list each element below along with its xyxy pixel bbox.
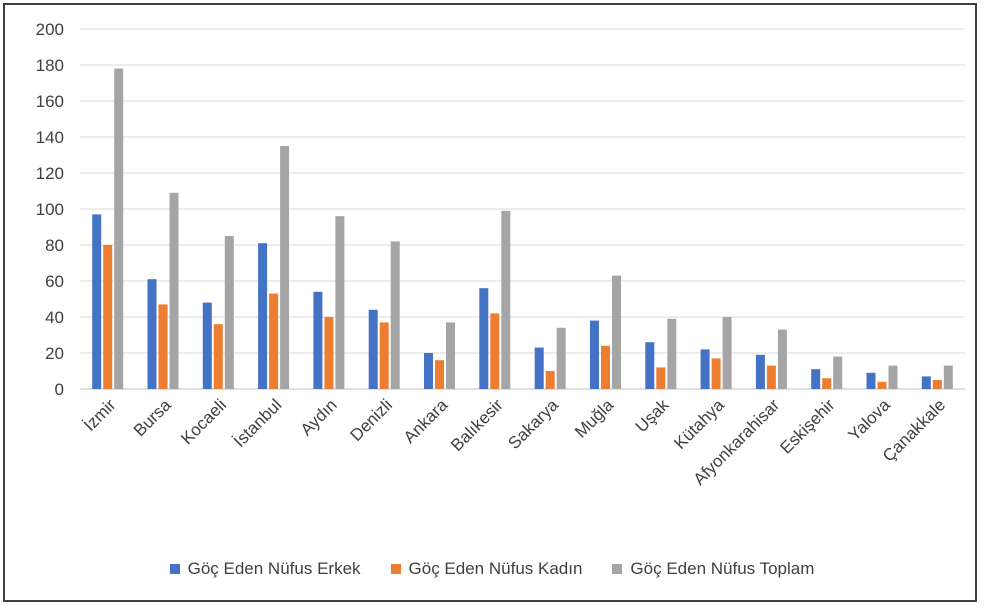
bar-kadin xyxy=(822,378,832,389)
x-tick-label: Balıkesir xyxy=(447,395,507,455)
bar-erkek xyxy=(811,369,821,389)
x-tick-label: Uşak xyxy=(632,395,673,436)
y-tick-label: 0 xyxy=(55,380,64,399)
bar-erkek xyxy=(921,376,931,389)
x-tick-label: Denizli xyxy=(347,395,397,445)
bar-erkek xyxy=(368,309,378,389)
y-tick-label: 80 xyxy=(45,236,64,255)
bar-kadin xyxy=(711,358,721,389)
legend-swatch-kadin xyxy=(390,564,401,574)
bar-erkek xyxy=(202,302,212,389)
bar-kadin xyxy=(656,367,666,389)
x-tick-label: Aydın xyxy=(297,395,341,439)
gridlines xyxy=(80,28,965,390)
chart-frame xyxy=(3,3,977,602)
x-tick-label: Kocaeli xyxy=(177,395,230,448)
x-tick-label: İstanbul xyxy=(230,395,286,451)
legend-swatch-erkek xyxy=(169,564,180,574)
bar-erkek xyxy=(590,320,599,389)
bar-kadin xyxy=(932,380,942,389)
bar-kadin xyxy=(379,322,389,389)
bar-kadin xyxy=(213,324,223,389)
bar-erkek xyxy=(534,347,544,389)
legend: Göç Eden Nüfus Erkek Göç Eden Nüfus Kadı… xyxy=(0,556,984,582)
bar-toplam xyxy=(667,318,677,389)
legend-item-erkek: Göç Eden Nüfus Erkek xyxy=(169,559,361,579)
bar-toplam xyxy=(501,210,511,389)
bar-erkek xyxy=(479,288,489,389)
bar-kadin xyxy=(324,317,334,389)
bar-erkek xyxy=(92,214,102,389)
bar-toplam xyxy=(114,68,124,389)
y-tick-label: 200 xyxy=(36,20,64,39)
y-tick-label: 20 xyxy=(45,344,64,363)
bar-kadin xyxy=(766,365,776,389)
bar-erkek xyxy=(424,353,433,389)
bar-kadin xyxy=(269,293,279,389)
y-tick-label: 120 xyxy=(36,164,64,183)
bar-toplam xyxy=(280,146,290,389)
x-tick-label: Eskişehir xyxy=(776,395,838,457)
bar-toplam xyxy=(390,241,400,389)
bar-kadin xyxy=(601,345,610,389)
bars xyxy=(92,68,953,389)
x-tick-label: Sakarya xyxy=(504,395,562,453)
bar-kadin xyxy=(435,360,444,389)
y-tick-label: 60 xyxy=(45,272,64,291)
y-tick-label: 140 xyxy=(36,128,64,147)
bar-kadin xyxy=(490,313,500,389)
bar-toplam xyxy=(169,192,179,389)
bar-toplam xyxy=(833,356,843,389)
legend-label-toplam: Göç Eden Nüfus Toplam xyxy=(630,559,815,578)
x-tick-label: Yalova xyxy=(845,395,895,445)
bar-toplam xyxy=(777,329,787,389)
y-tick-label: 180 xyxy=(36,56,64,75)
bar-kadin xyxy=(545,371,555,389)
y-axis-ticks: 0 20 40 60 80 100 120 140 160 180 200 xyxy=(36,20,64,399)
legend-label-erkek: Göç Eden Nüfus Erkek xyxy=(187,559,361,578)
bar-toplam xyxy=(888,365,898,389)
bar-erkek xyxy=(645,342,655,389)
bar-toplam xyxy=(943,365,953,389)
x-tick-label: Bursa xyxy=(130,395,175,440)
legend-item-kadin: Göç Eden Nüfus Kadın xyxy=(390,559,583,579)
bar-erkek xyxy=(866,372,876,389)
legend-swatch-toplam xyxy=(612,564,623,574)
bar-kadin xyxy=(158,304,168,389)
bar-erkek xyxy=(147,279,157,389)
legend-label-kadin: Göç Eden Nüfus Kadın xyxy=(408,559,583,578)
bar-toplam xyxy=(556,327,566,389)
x-tick-label: Muğla xyxy=(571,395,618,442)
bar-kadin xyxy=(103,245,113,389)
bar-erkek xyxy=(258,243,268,389)
bar-toplam xyxy=(612,275,621,389)
y-tick-label: 40 xyxy=(45,308,64,327)
bar-toplam xyxy=(224,236,234,389)
x-axis-ticks: İzmir Bursa Kocaeli İstanbul Aydın Denizli Ank… xyxy=(80,395,949,489)
bar-erkek xyxy=(313,291,323,389)
x-tick-label: İzmir xyxy=(80,395,120,435)
bar-toplam xyxy=(335,216,345,389)
bar-toplam xyxy=(446,322,455,389)
bar-erkek xyxy=(700,349,710,389)
bar-erkek xyxy=(755,354,765,389)
y-tick-label: 100 xyxy=(36,200,64,219)
y-tick-label: 160 xyxy=(36,92,64,111)
legend-item-toplam: Göç Eden Nüfus Toplam xyxy=(612,559,814,579)
x-tick-label: Ankara xyxy=(400,395,452,447)
bar-toplam xyxy=(722,317,732,389)
bar-kadin xyxy=(877,381,887,389)
